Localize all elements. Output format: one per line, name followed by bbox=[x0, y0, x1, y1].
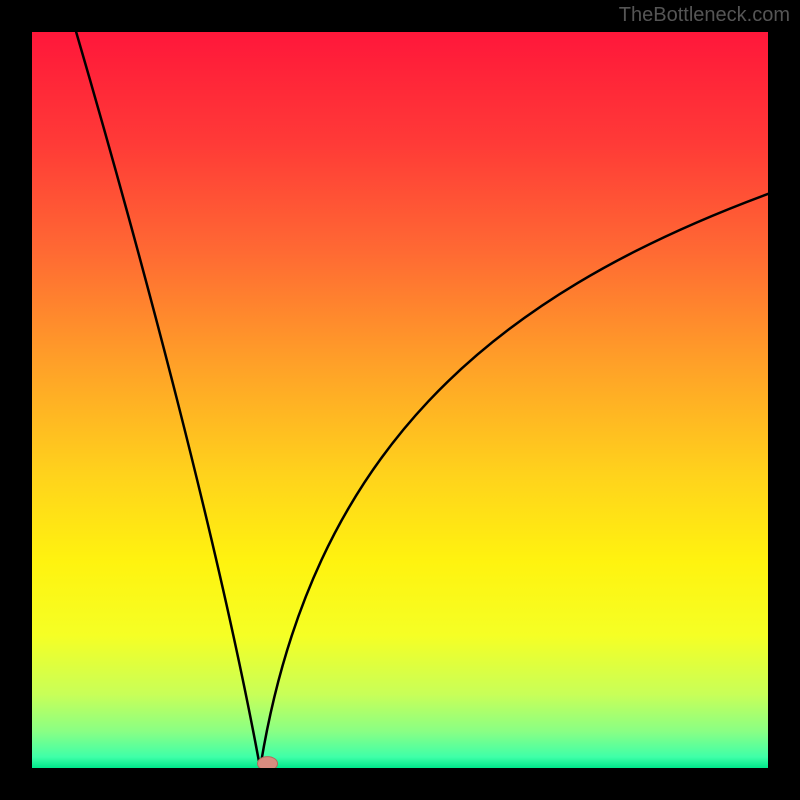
chart-plot-area bbox=[32, 32, 768, 768]
watermark-text: TheBottleneck.com bbox=[619, 4, 790, 27]
minimum-marker bbox=[258, 757, 278, 768]
bottleneck-curve bbox=[32, 32, 768, 768]
